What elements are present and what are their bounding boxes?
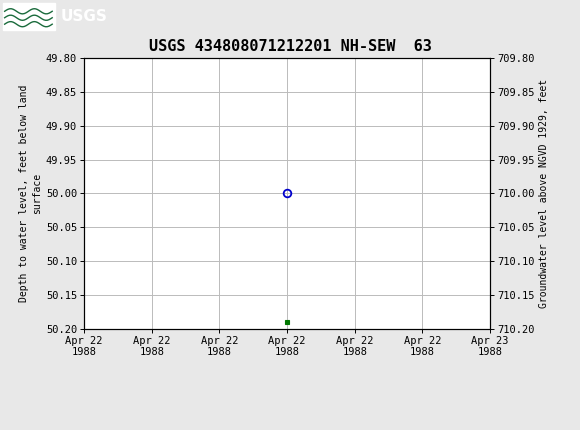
Text: USGS: USGS	[61, 9, 108, 24]
Text: USGS 434808071212201 NH-SEW  63: USGS 434808071212201 NH-SEW 63	[148, 39, 432, 54]
FancyBboxPatch shape	[3, 3, 55, 30]
Y-axis label: Depth to water level, feet below land
surface: Depth to water level, feet below land su…	[19, 85, 42, 302]
Y-axis label: Groundwater level above NGVD 1929, feet: Groundwater level above NGVD 1929, feet	[539, 79, 549, 308]
